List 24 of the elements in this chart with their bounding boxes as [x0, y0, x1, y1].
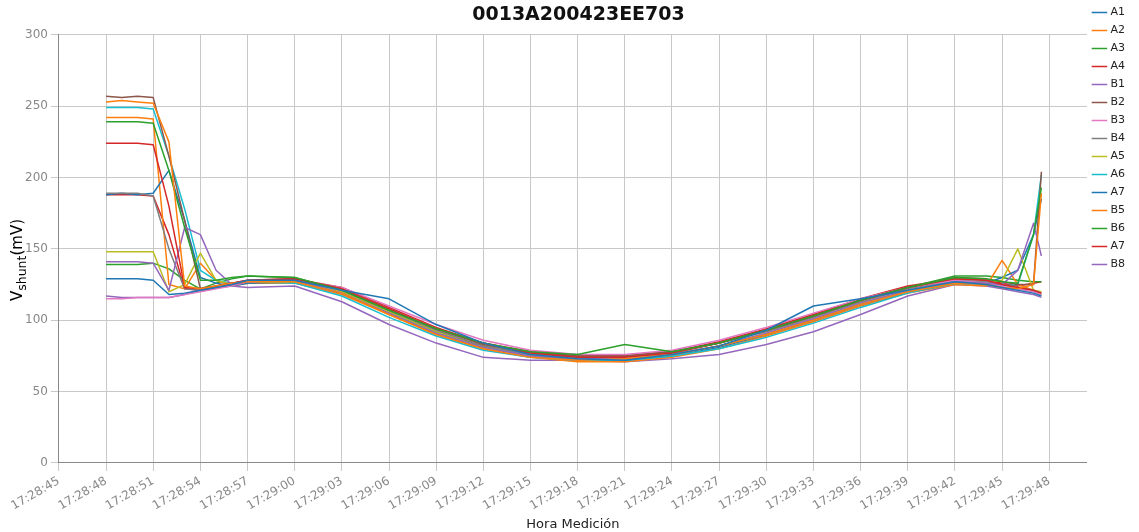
y-tick-label: 150: [25, 241, 48, 256]
legend-label: B2: [1110, 95, 1125, 109]
y-tick-label: 300: [25, 26, 48, 41]
legend-label: B4: [1110, 131, 1125, 145]
legend-label: B8: [1110, 257, 1125, 271]
y-tick-label: 250: [25, 98, 48, 113]
legend-label: A1: [1110, 5, 1125, 19]
legend-label: A2: [1110, 23, 1125, 37]
legend-label: A5: [1110, 149, 1125, 163]
y-tick-label: 200: [25, 169, 48, 184]
legend-label: A7: [1110, 239, 1125, 253]
y-tick-label: 50: [32, 383, 48, 398]
chart-title: 0013A200423EE703: [472, 2, 685, 25]
legend-label: B5: [1110, 203, 1125, 217]
legend-label: A6: [1110, 167, 1125, 181]
legend-label: B1: [1110, 77, 1125, 91]
legend-label: B6: [1110, 221, 1125, 235]
legend-label: B3: [1110, 113, 1125, 127]
y-tick-label: 100: [25, 312, 48, 327]
y-tick-label: 0: [40, 455, 48, 470]
x-axis-title: Hora Medición: [526, 515, 620, 531]
legend-label: A4: [1110, 59, 1125, 73]
legend-label: A7: [1110, 185, 1125, 199]
legend-label: A3: [1110, 41, 1125, 55]
